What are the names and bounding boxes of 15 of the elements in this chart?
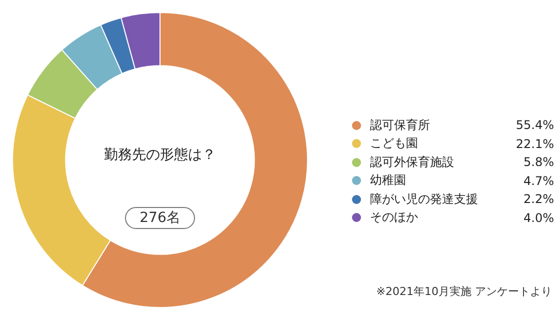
legend-label: 障がい児の発達支援 <box>370 190 479 208</box>
data-label: 4.7% <box>522 174 554 188</box>
data-label: 2.2% <box>522 192 554 206</box>
legend-label: こども園 <box>370 135 419 152</box>
data-label: 5.8% <box>522 155 554 170</box>
text: ※2021年10月実施 アンケートより <box>376 284 552 299</box>
legend-label: そのほか <box>370 209 419 226</box>
legend-label: 幼稚園 <box>370 172 407 190</box>
data-label: 22.1% <box>514 136 554 151</box>
legend-label: 認可保育所 <box>370 116 431 134</box>
text: 勤務先の形態は？ <box>103 146 217 164</box>
data-label: 4.0% <box>522 210 554 225</box>
text: 276名 <box>125 207 195 229</box>
legend-label: 認可外保育施設 <box>370 154 455 171</box>
data-label: 55.4% <box>514 118 554 132</box>
